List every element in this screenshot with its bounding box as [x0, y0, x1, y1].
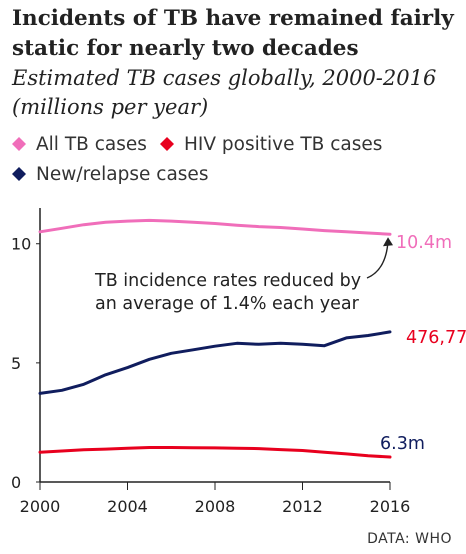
legend-label-0: All TB cases: [36, 134, 147, 155]
legend-label-2: New/relapse cases: [36, 164, 208, 185]
y-tick-label-2: 10: [11, 235, 31, 254]
annotation-line-1: an average of 1.4% each year: [95, 294, 360, 314]
series-line-1: [38, 446, 392, 459]
y-tick-label-0: 0: [11, 473, 21, 492]
legend-marker-1: [160, 137, 174, 151]
chart-subtitle: Estimated TB cases globally, 2000-2016 (…: [12, 66, 437, 119]
legend-marker-2: [12, 167, 26, 181]
x-tick-label-1: 2004: [107, 497, 148, 516]
series-lines: [38, 218, 392, 459]
source-note: DATA: WHO: [367, 531, 452, 547]
x-tick-label-3: 2012: [282, 497, 323, 516]
legend-marker-0: [12, 137, 26, 151]
annotation-line-0: TB incidence rates reduced by: [94, 271, 361, 291]
legend: All TB cases HIV positive TB cases New/rel…: [12, 134, 382, 185]
series-line-0: [38, 218, 392, 236]
axes: 0 5 10 2000 2004 2008 2012 2016: [11, 208, 410, 516]
end-label-2: 6.3m: [380, 434, 425, 454]
y-tick-label-1: 5: [11, 354, 21, 373]
annotation-arrow-line: [366, 241, 389, 279]
end-label-0: 10.4m: [396, 233, 452, 253]
x-tick-label-2: 2008: [195, 497, 236, 516]
end-label-1: 476,774: [406, 328, 466, 348]
annotation-arrow-head: [383, 237, 393, 247]
annotation: TB incidence rates reduced by an average …: [94, 237, 393, 314]
x-tick-label-0: 2000: [20, 497, 61, 516]
chart-title: Incidents of TB have remained fairly sta…: [12, 6, 454, 61]
series-line-2: [38, 330, 392, 395]
x-tick-label-4: 2016: [370, 497, 411, 516]
legend-label-1: HIV positive TB cases: [184, 134, 382, 155]
end-labels: 10.4m 476,774 6.3m: [380, 233, 466, 454]
